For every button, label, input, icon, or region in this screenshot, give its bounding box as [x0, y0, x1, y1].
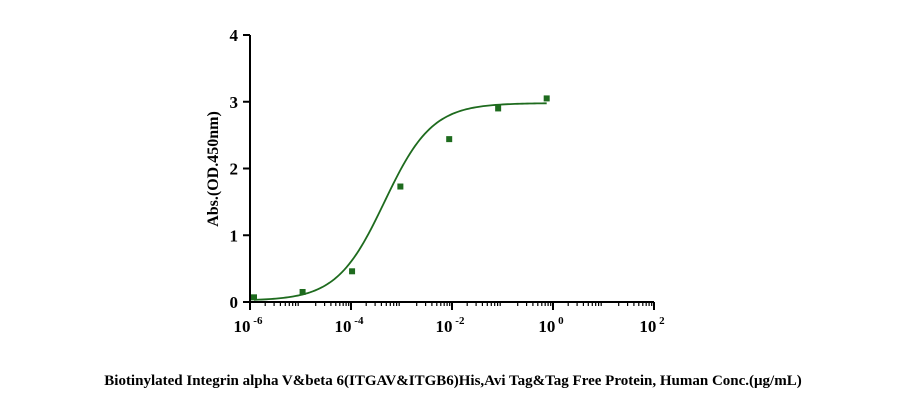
- x-tick-label: 10 2: [639, 315, 665, 336]
- data-point: [495, 105, 502, 112]
- y-tick-label: 4: [230, 26, 239, 45]
- x-tick-label: 10 -6: [234, 315, 263, 336]
- data-point: [349, 268, 356, 275]
- data-point: [299, 288, 306, 295]
- axes: [249, 35, 654, 303]
- x-tick-label: 10 -4: [335, 315, 364, 336]
- y-axis-ticks: 0 1 2 3 4: [230, 26, 250, 312]
- x-tick-label: 10 0: [538, 315, 564, 336]
- y-tick-label: 1: [230, 226, 239, 245]
- data-point: [543, 95, 550, 102]
- y-tick-label: 3: [230, 93, 239, 112]
- data-point: [250, 294, 257, 301]
- x-axis-ticks: 10 -6 10 -4 10 -2 10 0 10 2: [234, 302, 665, 336]
- data-points: [250, 95, 550, 301]
- data-point: [446, 136, 453, 143]
- y-tick-label: 0: [230, 293, 239, 312]
- y-axis-label: Abs.(OD.450nm): [205, 111, 222, 227]
- fit-curve: [253, 102, 547, 301]
- x-axis-label: Biotinylated Integrin alpha V&beta 6(ITG…: [104, 373, 801, 389]
- y-tick-label: 2: [230, 160, 239, 179]
- x-tick-label: 10 -2: [436, 315, 465, 336]
- fit-curves: [253, 102, 547, 301]
- data-point: [397, 183, 404, 190]
